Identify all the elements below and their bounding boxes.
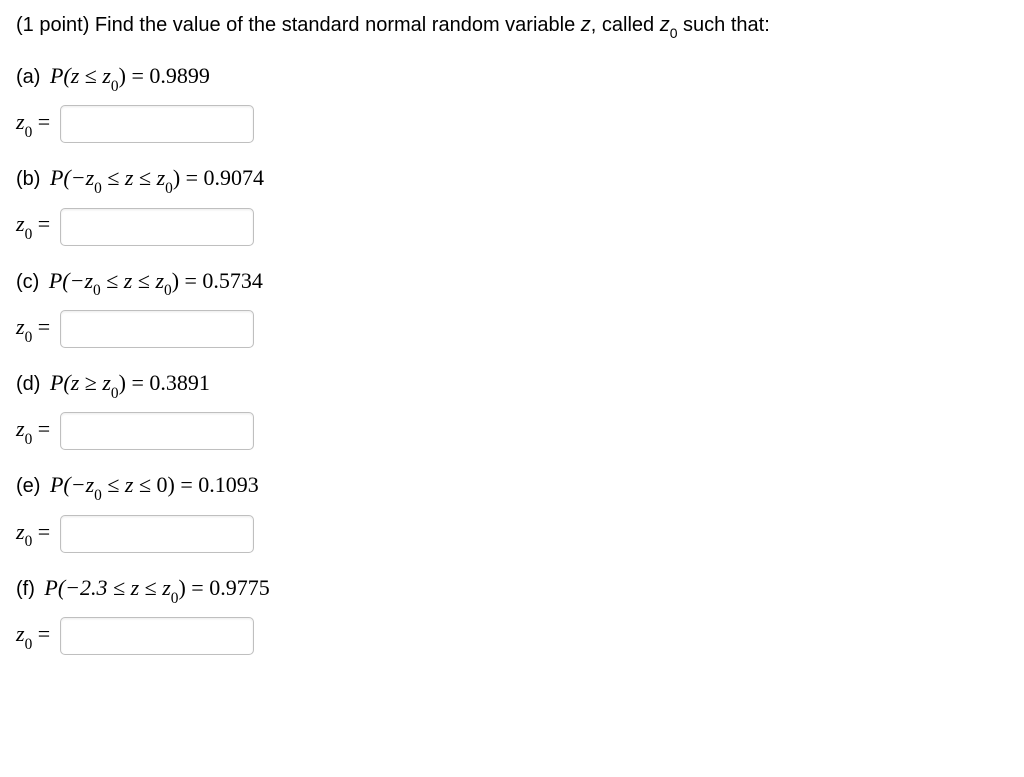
part-e-mid1: ≤ xyxy=(102,472,125,497)
part-b-mid2: ≤ xyxy=(133,165,156,190)
part-b-equation: (b) P(−z0 ≤ z ≤ z0) = 0.9074 xyxy=(16,165,1008,195)
part-d-z0: z xyxy=(102,370,111,395)
part-b-P: P(− xyxy=(50,165,86,190)
part-c-z0b: z xyxy=(155,268,164,293)
part-c-answer-input[interactable] xyxy=(60,310,254,348)
intro-var-z: z xyxy=(581,14,591,36)
part-e-answer-label: z0 = xyxy=(16,519,50,549)
part-c-z0a-sub: 0 xyxy=(93,282,101,299)
part-f-answer-input[interactable] xyxy=(60,617,254,655)
part-a-answer-row: z0 = xyxy=(16,105,1008,143)
part-a-answer-label: z0 = xyxy=(16,109,50,139)
intro-suffix: such that: xyxy=(678,14,770,36)
part-a-label: (a) xyxy=(16,66,40,88)
part-c-equation: (c) P(−z0 ≤ z ≤ z0) = 0.5734 xyxy=(16,268,1008,298)
intro-z0-z: z xyxy=(660,14,670,36)
part-c-answer-label: z0 = xyxy=(16,314,50,344)
part-e-P: P(− xyxy=(50,472,86,497)
intro-z0-sub: 0 xyxy=(670,25,678,41)
part-e-label: (e) xyxy=(16,475,40,497)
part-c-mid2: ≤ xyxy=(132,268,155,293)
part-a-z0-sub: 0 xyxy=(111,78,119,95)
part-a-z0: z xyxy=(102,63,111,88)
part-f-z: z xyxy=(131,575,140,600)
part-d-z0-sub: 0 xyxy=(111,385,119,402)
part-e-z0a: z xyxy=(86,472,95,497)
part-b-z0a: z xyxy=(86,165,95,190)
part-d-z: z xyxy=(71,370,80,395)
part-a-equation: (a) P(z ≤ z0) = 0.9899 xyxy=(16,63,1008,93)
part-b-z0b: z xyxy=(157,165,166,190)
part-b-rhs: ) = 0.9074 xyxy=(173,165,264,190)
part-c-label: (c) xyxy=(16,271,39,293)
part-e-answer-row: z0 = xyxy=(16,515,1008,553)
part-b-answer-row: z0 = xyxy=(16,208,1008,246)
intro-prefix: (1 point) Find the value of the standard… xyxy=(16,14,581,36)
part-b: (b) P(−z0 ≤ z ≤ z0) = 0.9074 z0 = xyxy=(16,165,1008,245)
intro-mid: , called xyxy=(591,14,660,36)
part-a-z: z xyxy=(71,63,80,88)
part-b-answer-input[interactable] xyxy=(60,208,254,246)
part-f-z0b: z xyxy=(162,575,171,600)
part-c: (c) P(−z0 ≤ z ≤ z0) = 0.5734 z0 = xyxy=(16,268,1008,348)
part-a: (a) P(z ≤ z0) = 0.9899 z0 = xyxy=(16,63,1008,143)
part-a-cond: ≤ xyxy=(79,63,102,88)
part-b-answer-label: z0 = xyxy=(16,211,50,241)
part-c-mid1: ≤ xyxy=(101,268,124,293)
part-a-answer-input[interactable] xyxy=(60,105,254,143)
part-b-z0a-sub: 0 xyxy=(94,180,102,197)
question-intro: (1 point) Find the value of the standard… xyxy=(16,12,1008,41)
part-d-answer-label: z0 = xyxy=(16,416,50,446)
part-d-cond: ≥ xyxy=(79,370,102,395)
part-f-mid2: ≤ xyxy=(139,575,162,600)
part-f-answer-row: z0 = xyxy=(16,617,1008,655)
part-f-answer-label: z0 = xyxy=(16,621,50,651)
part-a-P: P( xyxy=(50,63,71,88)
part-e: (e) P(−z0 ≤ z ≤ 0) = 0.1093 z0 = xyxy=(16,472,1008,552)
part-f-z0b-sub: 0 xyxy=(171,590,179,607)
part-d-answer-input[interactable] xyxy=(60,412,254,450)
part-c-z0b-sub: 0 xyxy=(164,282,172,299)
part-d-label: (d) xyxy=(16,373,40,395)
part-b-z0b-sub: 0 xyxy=(165,180,173,197)
part-c-z0a: z xyxy=(84,268,93,293)
part-f-rhs: ) = 0.9775 xyxy=(178,575,269,600)
part-e-equation: (e) P(−z0 ≤ z ≤ 0) = 0.1093 xyxy=(16,472,1008,502)
part-d-answer-row: z0 = xyxy=(16,412,1008,450)
part-e-rhs: ≤ 0) = 0.1093 xyxy=(133,472,258,497)
part-e-answer-input[interactable] xyxy=(60,515,254,553)
part-a-rhs: ) = 0.9899 xyxy=(119,63,210,88)
part-d-equation: (d) P(z ≥ z0) = 0.3891 xyxy=(16,370,1008,400)
part-d: (d) P(z ≥ z0) = 0.3891 z0 = xyxy=(16,370,1008,450)
part-f-label: (f) xyxy=(16,578,35,600)
part-c-rhs: ) = 0.5734 xyxy=(172,268,263,293)
part-b-mid1: ≤ xyxy=(102,165,125,190)
part-f-equation: (f) P(−2.3 ≤ z ≤ z0) = 0.9775 xyxy=(16,575,1008,605)
part-f: (f) P(−2.3 ≤ z ≤ z0) = 0.9775 z0 = xyxy=(16,575,1008,655)
part-b-label: (b) xyxy=(16,168,40,190)
part-c-P: P(− xyxy=(49,268,85,293)
part-f-P: P(−2.3 ≤ xyxy=(44,575,130,600)
part-c-answer-row: z0 = xyxy=(16,310,1008,348)
part-d-P: P( xyxy=(50,370,71,395)
part-d-rhs: ) = 0.3891 xyxy=(119,370,210,395)
part-e-z0a-sub: 0 xyxy=(94,487,102,504)
